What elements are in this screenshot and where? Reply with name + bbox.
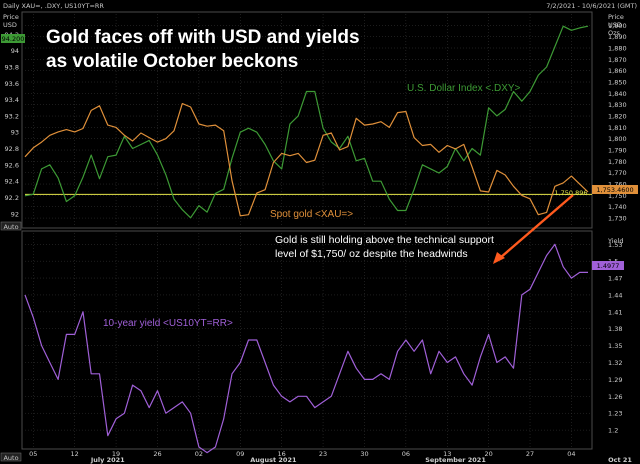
annotation-line-1: Gold is still holding above the technica…	[275, 234, 494, 246]
right-last-tag-box	[592, 185, 638, 194]
x-tick-label: 19	[112, 450, 120, 458]
annotation-arrow-head	[493, 252, 505, 264]
yield-axis-tick-label: 1.38	[608, 325, 622, 333]
left-axis-tick-label: 93.4	[5, 96, 19, 104]
right-axis-tick-label: 1,810	[608, 124, 627, 132]
x-tick-label: 26	[153, 450, 161, 458]
x-month-label: Oct 21	[608, 456, 632, 464]
left-axis-tick-label: 92.6	[5, 161, 19, 169]
right-axis-tick-label: 1,820	[608, 113, 627, 121]
yield-axis-tick-label: 1.41	[608, 308, 622, 316]
left-axis-tick-label: 93	[11, 129, 19, 137]
right-axis-tick-label: 1,900	[608, 22, 627, 30]
left-last-tag-box	[1, 34, 25, 43]
x-tick-label: 27	[526, 450, 534, 458]
x-tick-label: 20	[485, 450, 493, 458]
yield-last-tag: 1.4977	[597, 262, 620, 270]
x-tick-label: 23	[319, 450, 327, 458]
month-labels: July 2021 August 2021 September 2021 Oct 21	[90, 456, 633, 464]
x-tick-label: 02	[195, 450, 203, 458]
yield-axis-tick-label: 1.47	[608, 275, 622, 283]
yield-series-line	[24, 243, 588, 454]
left-axis-tick-label: 92.2	[5, 194, 19, 202]
support-value-tag: 1,750.896	[554, 189, 587, 197]
chart-header-left: Daily XAU=, .DXY, US10YT=RR	[3, 2, 104, 10]
left-axis-tick-label: 93.8	[5, 64, 19, 72]
dxy-series-label: U.S. Dollar Index <.DXY>	[407, 83, 521, 94]
yield-axis-tick-label: 1.23	[608, 410, 622, 418]
headline-line-2: as volatile October beckons	[46, 51, 298, 72]
x-tick-label: 09	[236, 450, 244, 458]
right-axis-tick-label: 1,780	[608, 158, 627, 166]
x-tick-label: 04	[567, 450, 575, 458]
upper-auto-box[interactable]	[0, 221, 22, 231]
right-axis-tick-label: 1,760	[608, 181, 627, 189]
gold-series-label: Spot gold <XAU=>	[270, 209, 353, 220]
right-axis-unit-1: USD	[608, 21, 622, 29]
left-axis-tick-label: 93.2	[5, 112, 19, 120]
x-month-label: August 2021	[250, 456, 297, 464]
x-month-label: September 2021	[425, 456, 486, 464]
x-tick-label: 16	[278, 450, 286, 458]
axis-ticks: 05 12 19 26 02 09 16 23 30 06 13 20 27 04 92 92.2 92.4 92…	[5, 22, 627, 458]
right-axis-tick-label: 1,850	[608, 79, 627, 87]
left-axis-title: Price	[3, 13, 19, 21]
lower-panel-frame	[21, 230, 593, 450]
yield-axis-title: Yield	[607, 237, 623, 245]
headline-line-1: Gold faces off with USD and yields	[46, 27, 360, 48]
right-axis-tick-label: 1,880	[608, 45, 627, 53]
dxy-series-line	[24, 25, 589, 219]
right-axis-title: Price	[608, 13, 624, 21]
x-tick-label: 05	[29, 450, 37, 458]
yield-axis-tick-label: 1.2	[608, 427, 618, 435]
left-axis-tick-label: 92.4	[5, 178, 19, 186]
right-axis-tick-label: 1,790	[608, 147, 627, 155]
series-lines	[24, 25, 592, 454]
yield-axis-tick-label: 1.29	[608, 376, 622, 384]
yield-axis-tick-label: 1.32	[608, 359, 622, 367]
left-axis-tick-label: 92.8	[5, 145, 19, 153]
right-axis-tick-label: 1,730	[608, 215, 627, 223]
right-axis-tick-label: 1,740	[608, 203, 627, 211]
gold-series-line	[24, 102, 589, 217]
right-axis-tick-label: 1,890	[608, 33, 627, 41]
x-tick-label: 12	[71, 450, 79, 458]
left-axis-unit: USD	[3, 21, 17, 29]
lower-auto-label: Auto	[3, 454, 18, 462]
yield-last-tag-box	[592, 261, 624, 270]
chart-header-right: 7/2/2021 - 10/6/2021 (GMT)	[546, 2, 637, 10]
yield-series-label: 10-year yield <US10YT=RR>	[103, 318, 233, 329]
x-month-label: July 2021	[90, 456, 125, 464]
yield-axis-tick-label: 1.53	[608, 241, 622, 249]
x-tick-label: 06	[402, 450, 410, 458]
left-axis-tick-label: 94	[11, 47, 19, 55]
right-axis-tick-label: 1,750	[608, 192, 627, 200]
grid-lines	[25, 14, 592, 447]
yield-axis-tick-label: 1.44	[608, 291, 622, 299]
right-axis-tick-label: 1,840	[608, 90, 627, 98]
x-tick-label: 13	[443, 450, 451, 458]
left-last-tag: 94.200	[2, 35, 25, 43]
yield-axis-tick-label: 1.35	[608, 342, 622, 350]
left-axis-tick-label: 92	[11, 210, 19, 218]
right-axis-tick-label: 1,770	[608, 169, 627, 177]
right-axis-tick-label: 1,870	[608, 56, 627, 64]
x-tick-label: 30	[360, 450, 368, 458]
annotation-line-2: level of $1,750/ oz despite the headwind…	[275, 248, 468, 260]
lower-auto-box[interactable]	[0, 452, 22, 462]
right-axis-unit-2: Ozs	[608, 29, 621, 37]
right-axis-tick-label: 1,800	[608, 135, 627, 143]
upper-auto-label: Auto	[3, 223, 18, 231]
left-axis-tick-label: 93.6	[5, 80, 19, 88]
right-axis-tick-label: 1,830	[608, 101, 627, 109]
right-last-tag: 1,753.4600	[596, 186, 633, 194]
annotation-arrow-shaft	[499, 194, 574, 259]
upper-panel-frame	[21, 11, 593, 229]
yield-axis-tick-label: 1.26	[608, 393, 622, 401]
right-axis-tick-label: 1,860	[608, 67, 627, 75]
